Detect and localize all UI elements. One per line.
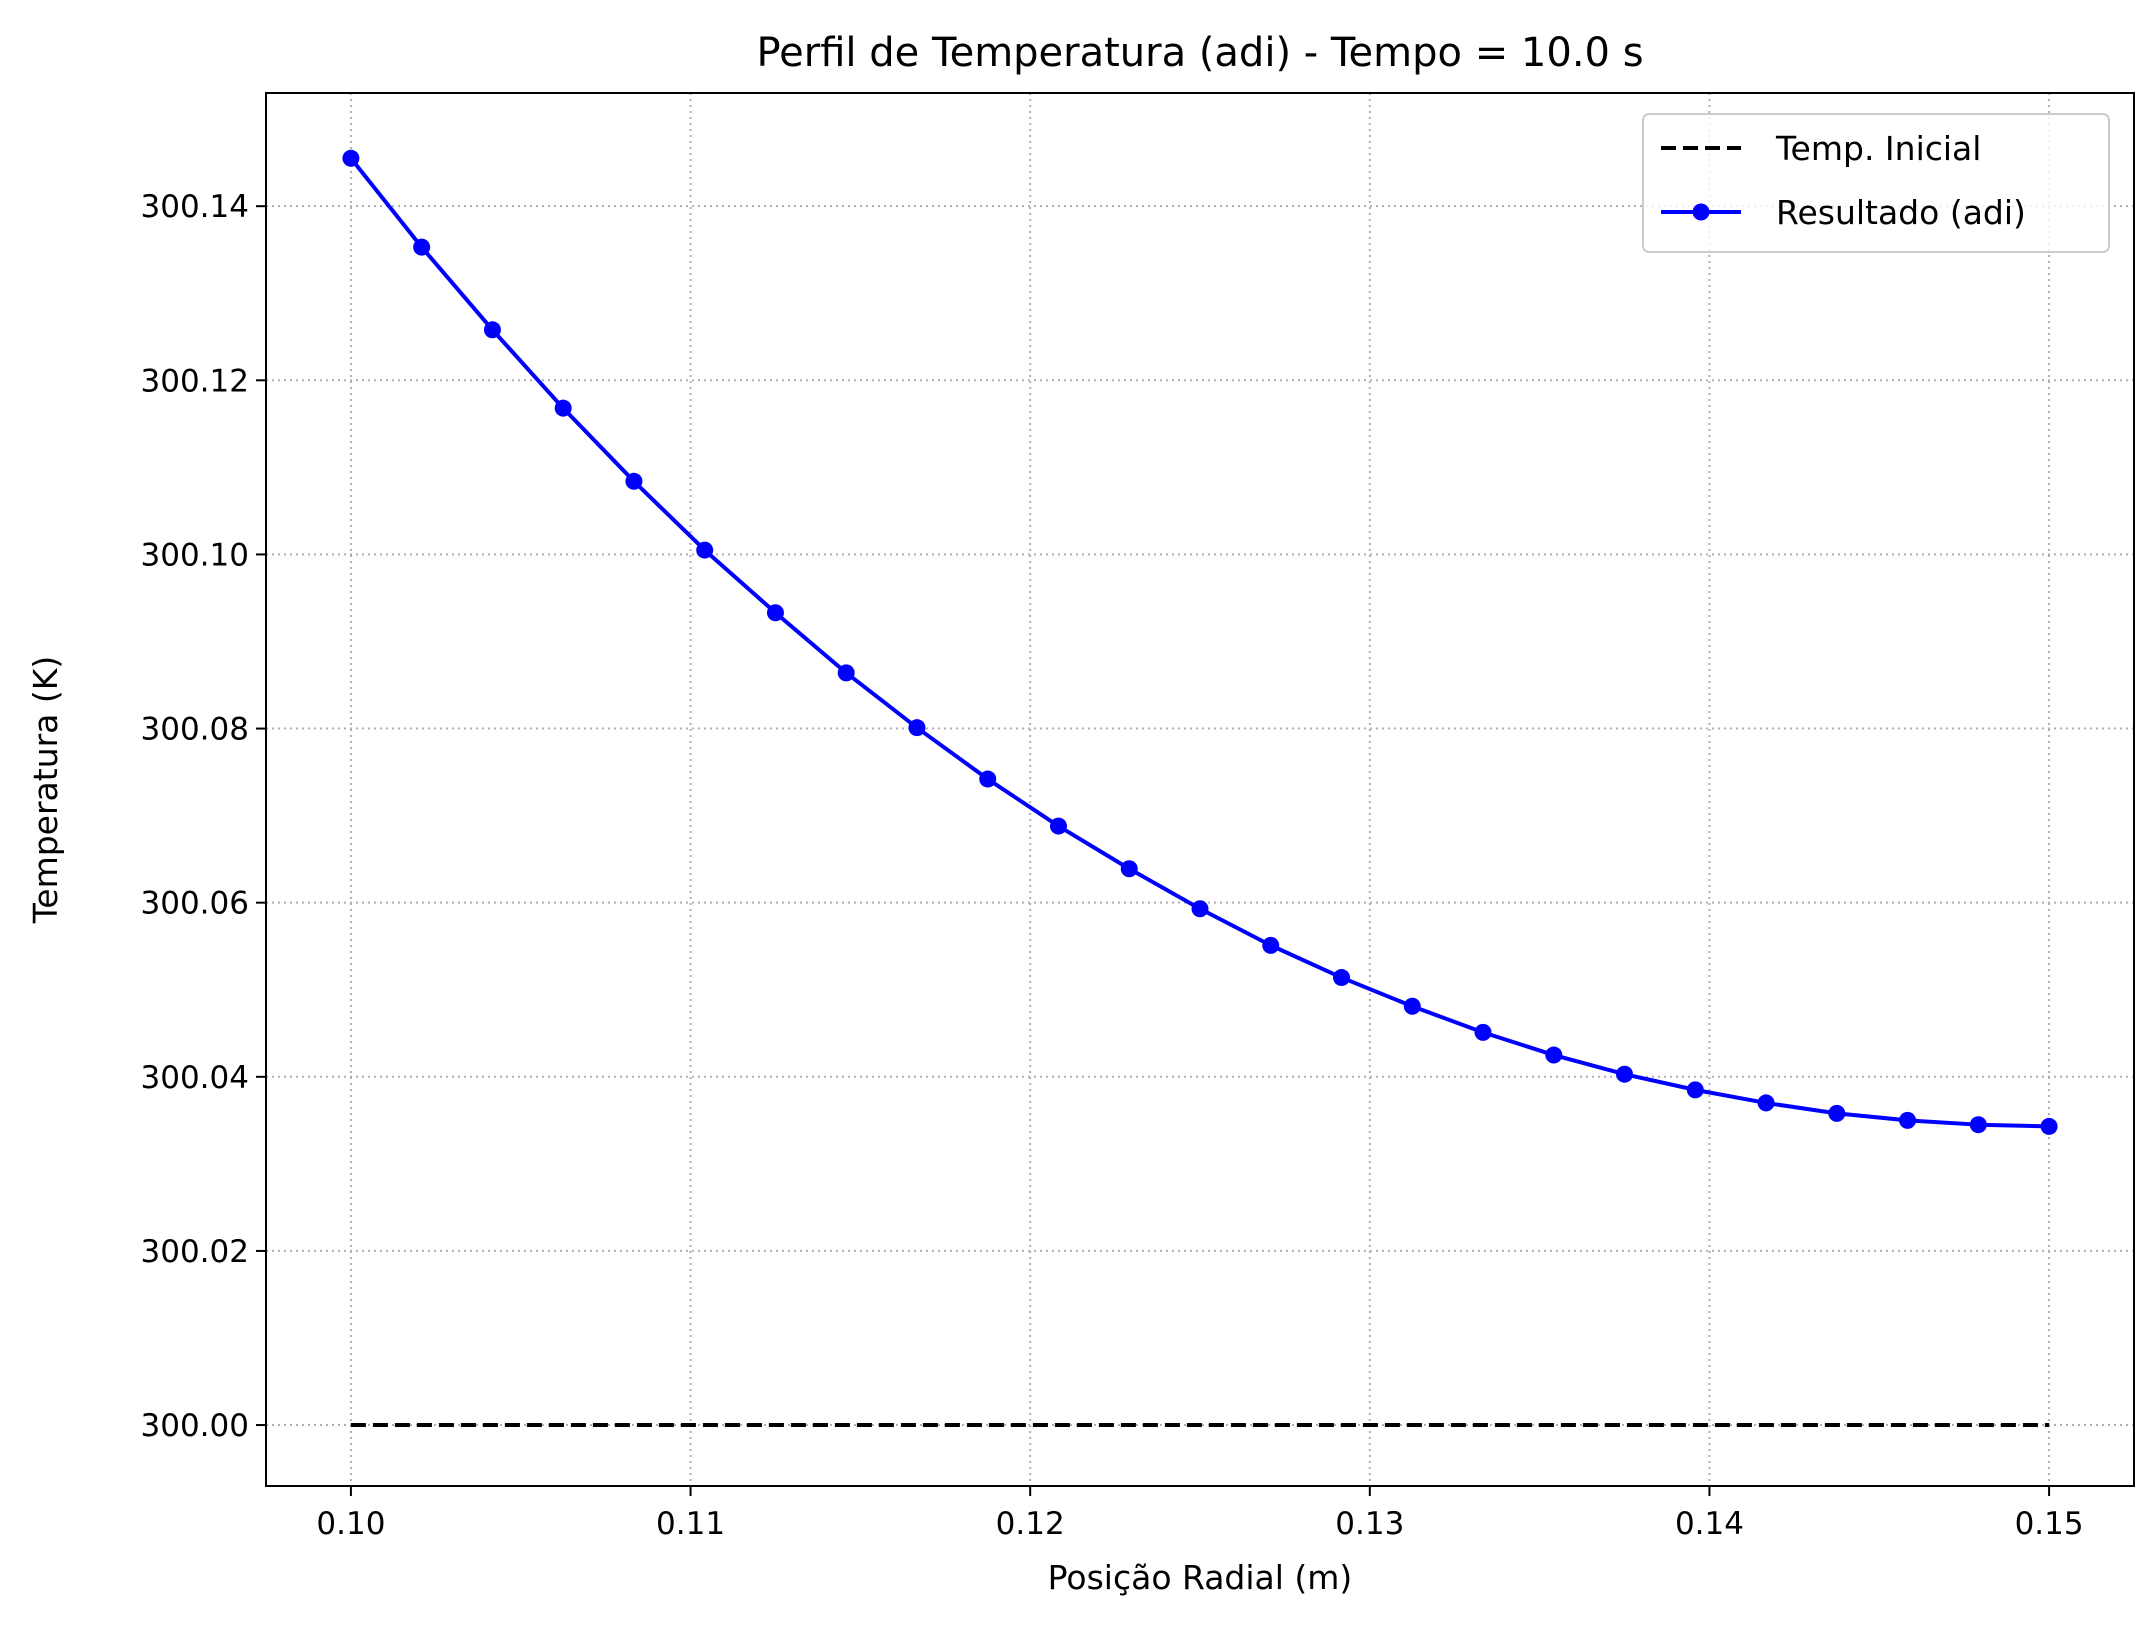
result-data-point	[1828, 1104, 1846, 1122]
x-tick-label: 0.12	[996, 1506, 1065, 1542]
legend: Temp. Inicial Resultado (adi)	[1642, 113, 2110, 253]
legend-label-resultado: Resultado (adi)	[1776, 193, 2026, 232]
result-data-point	[1474, 1023, 1492, 1041]
chart-title: Perfil de Temperatura (adi) - Tempo = 10…	[756, 30, 1643, 76]
x-axis-label: Posição Radial (m)	[1048, 1558, 1353, 1597]
y-tick-label: 300.02	[141, 1234, 249, 1270]
y-tick-label: 300.06	[141, 886, 249, 922]
y-tick-label: 300.08	[141, 712, 249, 748]
result-data-point	[1333, 969, 1351, 987]
result-data-point	[908, 719, 926, 737]
plot-frame	[265, 92, 2135, 1487]
result-data-point	[979, 770, 997, 788]
y-tick-label: 300.14	[141, 189, 249, 225]
result-data-point	[1545, 1046, 1563, 1064]
result-data-point	[2040, 1117, 2058, 1135]
y-axis-label: Temperatura (K)	[26, 656, 65, 925]
result-data-point	[1969, 1116, 1987, 1134]
grid	[266, 93, 2134, 1486]
result-data-point	[483, 321, 501, 339]
result-data-point	[1757, 1094, 1775, 1112]
axis-ticks: 0.10 0.11 0.12 0.13 0.14 0.15 300.00 300.02 300.…	[141, 189, 2084, 1542]
legend-box	[1642, 113, 2110, 253]
result-data-point	[413, 238, 431, 256]
result-data-point	[696, 541, 714, 559]
plot-series	[342, 149, 2058, 1428]
result-data-point	[554, 399, 572, 417]
x-tick-label: 0.15	[2015, 1506, 2084, 1542]
result-data-point	[837, 664, 855, 682]
result-data-point	[1262, 936, 1280, 954]
legend-marker-resultado	[1692, 203, 1710, 221]
y-tick-label: 300.12	[141, 363, 249, 399]
result-data-point	[1403, 997, 1421, 1015]
y-tick-label: 300.04	[141, 1060, 249, 1096]
y-tick-label: 300.10	[141, 537, 249, 573]
result-data-point	[1191, 900, 1209, 918]
result-data-point	[1686, 1081, 1704, 1099]
result-data-point	[1049, 817, 1067, 835]
y-tick-label: 300.00	[141, 1408, 249, 1444]
result-data-point	[342, 149, 360, 167]
x-tick-label: 0.13	[1335, 1506, 1404, 1542]
result-data-point	[766, 604, 784, 622]
result-data-point	[625, 472, 643, 490]
result-data-point	[1616, 1065, 1634, 1083]
x-tick-label: 0.14	[1675, 1506, 1744, 1542]
result-data-point	[1120, 860, 1138, 878]
result-data-point	[1899, 1111, 1917, 1129]
x-tick-label: 0.10	[316, 1506, 385, 1542]
x-tick-label: 0.11	[656, 1506, 725, 1542]
legend-label-temp-inicial: Temp. Inicial	[1775, 129, 1981, 168]
